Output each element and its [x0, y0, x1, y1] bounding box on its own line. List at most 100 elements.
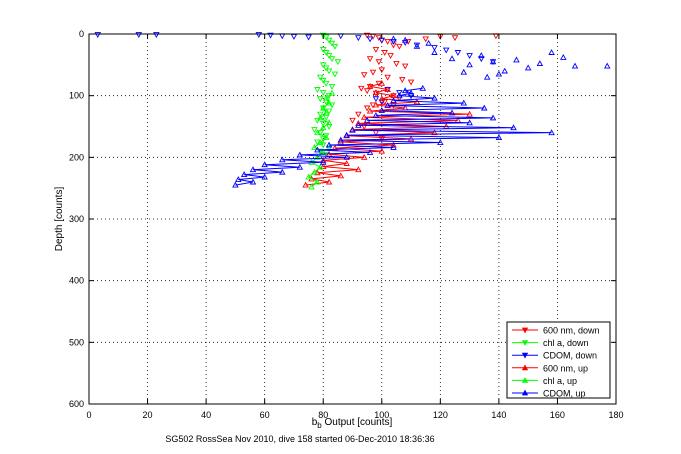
legend-marker	[521, 377, 529, 383]
data-point	[249, 178, 257, 185]
plot-data	[94, 32, 611, 190]
data-point	[328, 89, 336, 96]
data-point	[372, 46, 380, 53]
y-tick-label: 100	[69, 91, 84, 101]
legend-marker	[521, 389, 529, 396]
data-point	[375, 59, 383, 66]
x-tick-label: 40	[201, 410, 211, 420]
data-point	[308, 183, 315, 190]
data-point	[349, 126, 356, 133]
data-point	[401, 87, 409, 94]
data-point	[322, 94, 330, 101]
data-point	[381, 50, 388, 56]
data-point	[314, 153, 321, 160]
data-point	[319, 62, 327, 69]
data-point	[314, 178, 321, 185]
data-point	[369, 69, 377, 76]
data-point	[305, 173, 312, 180]
data-point	[390, 97, 397, 104]
data-point	[317, 96, 324, 103]
data-point	[135, 32, 143, 39]
data-point	[448, 109, 456, 116]
data-point	[393, 61, 400, 68]
data-point	[314, 87, 321, 93]
data-point	[235, 176, 242, 182]
y-tick-label: 600	[69, 399, 84, 409]
x-tick-label: 80	[318, 410, 328, 420]
data-point	[249, 166, 257, 173]
data-point	[278, 33, 286, 40]
data-point	[407, 79, 415, 86]
data-point	[384, 74, 391, 81]
data-point	[603, 62, 611, 69]
legend-marker	[521, 364, 529, 371]
data-point	[513, 56, 520, 63]
series-4	[305, 89, 336, 190]
x-axis-label-rest: Output [counts]	[322, 417, 393, 428]
data-point	[442, 47, 450, 54]
data-point	[378, 147, 386, 154]
data-point	[319, 90, 327, 97]
data-point	[355, 35, 362, 42]
data-point	[331, 43, 339, 50]
data-point	[466, 119, 473, 126]
data-point	[311, 144, 318, 150]
data-point	[317, 114, 324, 121]
data-point	[399, 77, 406, 84]
data-point	[378, 95, 386, 102]
data-point	[305, 34, 312, 41]
data-point	[325, 119, 333, 126]
data-point	[325, 141, 333, 148]
data-point	[325, 145, 333, 152]
data-point	[466, 61, 473, 68]
data-point	[396, 92, 403, 99]
data-point	[331, 71, 339, 78]
data-point	[319, 142, 327, 149]
data-point	[413, 42, 421, 49]
data-point	[384, 102, 391, 108]
data-point	[337, 172, 345, 179]
data-point	[378, 79, 386, 86]
legend-label: 600 nm, down	[543, 326, 600, 336]
data-point	[153, 32, 160, 39]
data-point	[355, 121, 362, 128]
y-tick-label: 400	[69, 276, 84, 286]
data-point	[360, 72, 368, 79]
data-point	[536, 60, 544, 67]
data-point	[396, 43, 403, 50]
x-tick-label: 140	[491, 410, 506, 420]
y-axis-label: Depth [counts]	[54, 187, 65, 252]
legend-box	[506, 321, 611, 399]
data-point	[422, 36, 429, 43]
data-point	[360, 113, 368, 120]
data-point	[319, 77, 327, 84]
data-point	[448, 55, 456, 62]
x-tick-label: 120	[433, 410, 448, 420]
data-point	[322, 34, 330, 41]
x-tick-label: 100	[374, 410, 389, 420]
data-point	[431, 129, 438, 136]
legend-marker	[521, 340, 529, 346]
data-point	[372, 111, 380, 118]
data-point	[331, 144, 339, 151]
data-point	[261, 161, 268, 168]
x-tick-label: 0	[86, 410, 91, 420]
data-point	[560, 54, 567, 60]
data-point	[372, 90, 380, 97]
series-2	[94, 32, 497, 109]
legend-marker	[521, 352, 529, 359]
data-point	[317, 139, 324, 145]
data-point	[495, 134, 503, 141]
data-point	[311, 168, 318, 175]
data-point	[390, 35, 397, 42]
data-point	[325, 53, 333, 60]
y-tick-label: 300	[69, 214, 84, 224]
data-point	[451, 35, 459, 42]
data-point	[314, 129, 321, 136]
y-tick-label: 500	[69, 337, 84, 347]
data-point	[548, 49, 555, 55]
x-axis-label: bb Output [counts]	[312, 417, 393, 430]
data-point	[325, 37, 333, 44]
data-point	[390, 144, 397, 150]
